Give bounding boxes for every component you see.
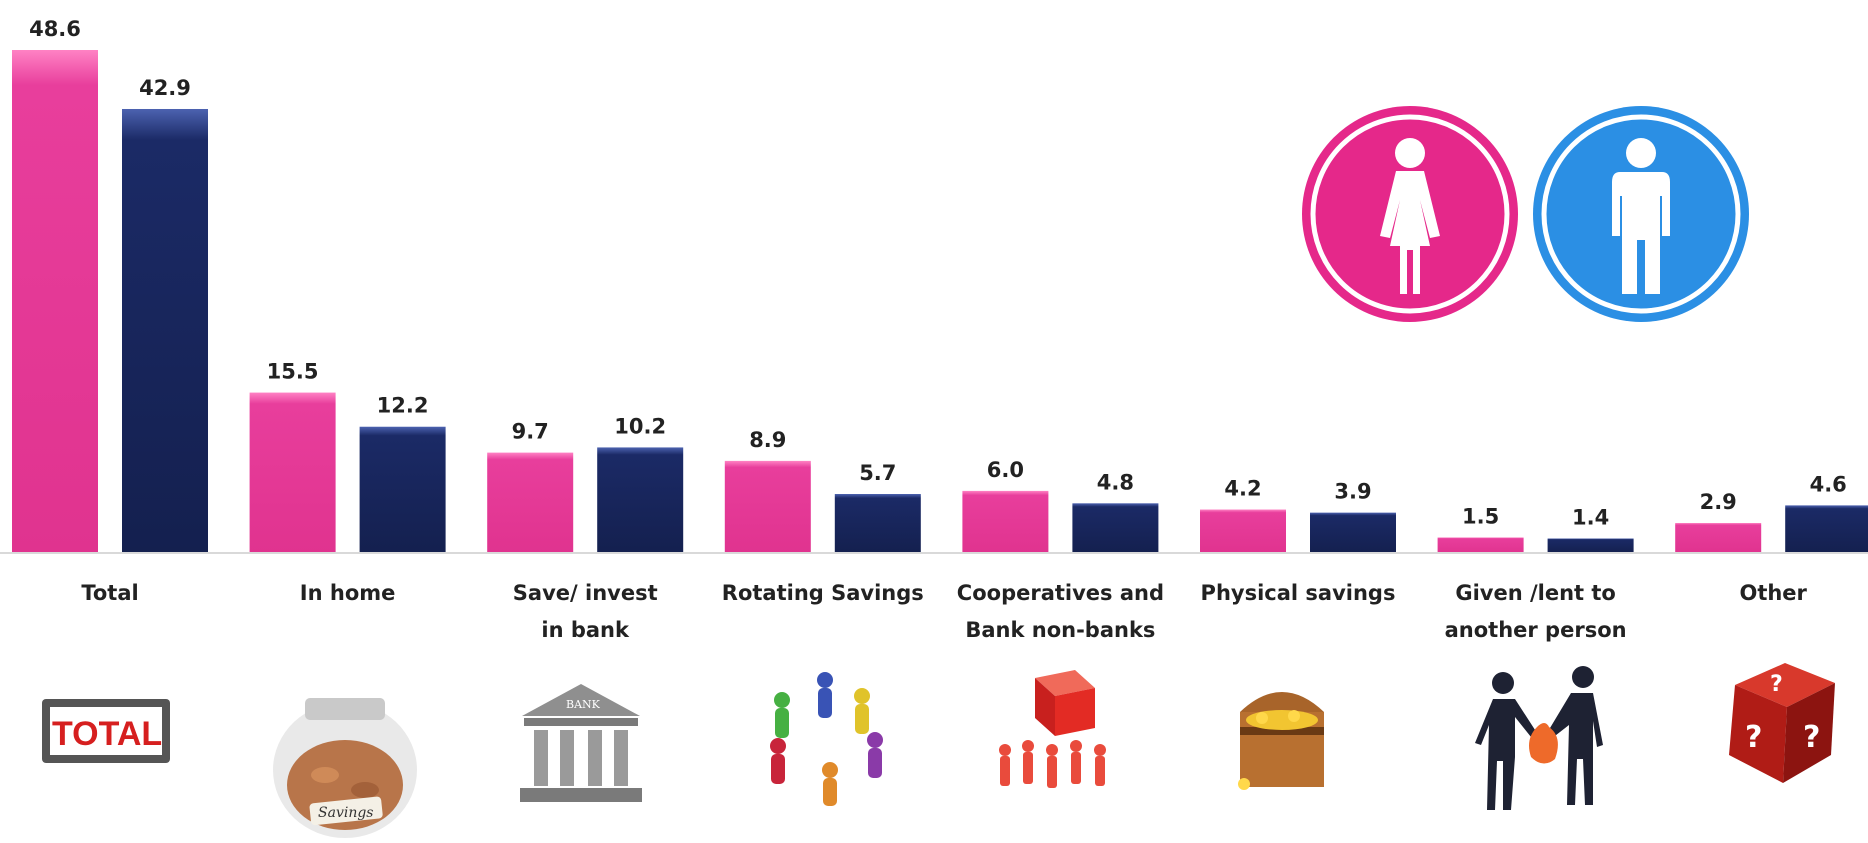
value-label-male-6: 1.4 xyxy=(1572,506,1609,530)
bar-female-5 xyxy=(1200,509,1286,553)
value-label-female-2: 9.7 xyxy=(512,420,549,444)
bar-female-1 xyxy=(249,392,336,553)
male-icon xyxy=(1533,106,1749,322)
bar-male-1 xyxy=(359,426,446,553)
value-label-male-0: 42.9 xyxy=(139,76,191,100)
category-label-4-line-1: Bank non-banks xyxy=(965,618,1155,642)
value-labels-group: 48.6 42.9 15.5 12.2 9.7 10.2 8.9 5.7 6.0 4.8 4.2 3.… xyxy=(29,17,1847,530)
value-label-female-6: 1.5 xyxy=(1462,504,1499,528)
category-label-3-line-0: Rotating Savings xyxy=(722,581,924,605)
bar-male-0 xyxy=(122,108,208,553)
category-label-2-line-1: in bank xyxy=(541,618,630,642)
bank-sign-text: BANK xyxy=(566,698,601,711)
bar-female-7 xyxy=(1675,522,1762,553)
value-label-female-4: 6.0 xyxy=(987,458,1024,482)
category-label-6-line-0: Given /lent to xyxy=(1455,581,1616,605)
svg-text:?: ? xyxy=(1745,720,1762,755)
savings-jar-icon: Savings xyxy=(273,698,417,838)
bar-male-4 xyxy=(1072,503,1159,553)
category-label-7-line-0: Other xyxy=(1739,581,1807,605)
category-label-0-line-0: Total xyxy=(81,581,138,605)
treasure-chest-icon xyxy=(1238,692,1324,790)
cooperative-box-icon xyxy=(999,670,1106,788)
category-label-1-line-0: In home xyxy=(300,581,396,605)
bar-male-3 xyxy=(834,494,921,553)
value-label-male-1: 12.2 xyxy=(377,394,429,418)
svg-text:?: ? xyxy=(1770,672,1783,697)
value-label-female-0: 48.6 xyxy=(29,17,81,41)
value-label-male-7: 4.6 xyxy=(1810,472,1847,496)
people-circle-icon xyxy=(770,672,883,806)
svg-text:?: ? xyxy=(1803,720,1820,755)
total-sign-text: TOTAL xyxy=(52,715,162,753)
category-label-2-line-0: Save/ invest xyxy=(513,581,658,605)
category-labels-group: Total In home Save/ invest in bank Rotating … xyxy=(81,581,1807,642)
value-label-female-7: 2.9 xyxy=(1700,490,1737,514)
value-label-female-5: 4.2 xyxy=(1224,477,1261,501)
bank-building-icon: BANK xyxy=(520,684,642,802)
bar-female-2 xyxy=(487,452,574,553)
value-label-female-3: 8.9 xyxy=(749,428,786,452)
bar-female-3 xyxy=(724,460,811,553)
value-label-male-3: 5.7 xyxy=(859,461,896,485)
question-dice-icon: ? ? ? xyxy=(1729,663,1835,783)
bar-male-5 xyxy=(1310,512,1396,553)
bars-group xyxy=(12,50,1868,553)
bar-female-0 xyxy=(12,50,98,553)
value-label-male-5: 3.9 xyxy=(1334,480,1371,504)
female-icon xyxy=(1302,106,1518,322)
bar-male-2 xyxy=(597,447,684,553)
category-label-4-line-0: Cooperatives and xyxy=(957,581,1164,605)
bar-male-7 xyxy=(1785,505,1868,553)
bar-female-6 xyxy=(1437,537,1524,553)
value-label-female-1: 15.5 xyxy=(267,360,319,384)
value-label-male-4: 4.8 xyxy=(1097,470,1134,494)
value-label-male-2: 10.2 xyxy=(614,414,666,438)
savings-jar-label: Savings xyxy=(318,805,374,821)
bar-male-6 xyxy=(1547,538,1634,553)
money-exchange-icon xyxy=(1475,666,1603,810)
bar-female-4 xyxy=(962,490,1049,553)
category-label-6-line-1: another person xyxy=(1445,618,1627,642)
category-label-5-line-0: Physical savings xyxy=(1201,581,1396,605)
total-sign-icon: TOTAL xyxy=(42,699,170,763)
